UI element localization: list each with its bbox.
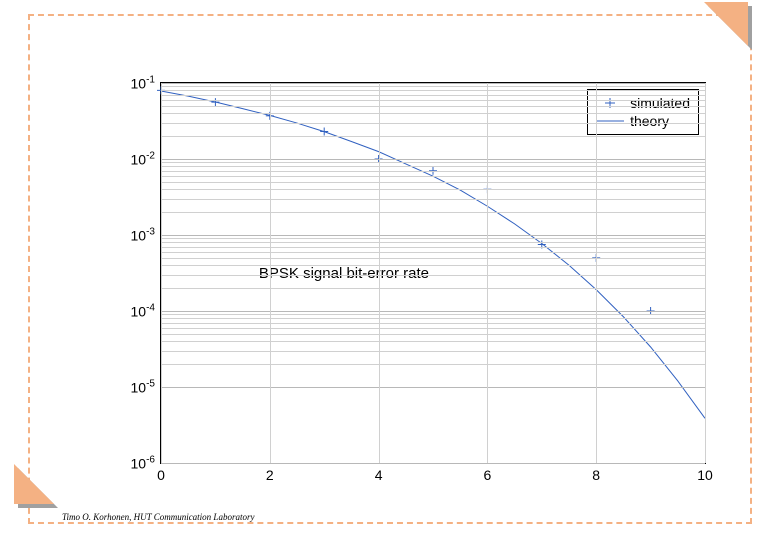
- gridline-h: [161, 86, 705, 87]
- gridline-h: [161, 83, 705, 84]
- xtick-label: 4: [375, 463, 383, 483]
- gridline-v: [161, 83, 162, 463]
- gridline-h: [161, 95, 705, 96]
- xtick-label: 6: [483, 463, 491, 483]
- gridline-h: [161, 351, 705, 352]
- gridline-h: [161, 159, 705, 160]
- gridline-h: [161, 242, 705, 243]
- theory-line: [161, 91, 705, 418]
- ytick-label: 10-3: [131, 227, 161, 244]
- gridline-h: [161, 341, 705, 342]
- gridline-h: [161, 247, 705, 248]
- gridline-v: [705, 83, 706, 463]
- corner-decoration-top-right: [700, 2, 756, 58]
- chart-svg: [161, 83, 705, 463]
- gridline-h: [161, 314, 705, 315]
- gridline-h: [161, 162, 705, 163]
- ytick-label: 10-4: [131, 303, 161, 320]
- gridline-h: [161, 238, 705, 239]
- ytick-label: 10-1: [131, 75, 161, 92]
- gridline-h: [161, 100, 705, 101]
- gridline-v: [596, 83, 597, 463]
- gridline-h: [161, 258, 705, 259]
- gridline-h: [161, 199, 705, 200]
- gridline-h: [161, 136, 705, 137]
- gridline-h: [161, 323, 705, 324]
- gridline-h: [161, 212, 705, 213]
- chart-plot-area: simulated theory BPSK signal bit-error r…: [160, 82, 706, 464]
- gridline-h: [161, 176, 705, 177]
- xtick-label: 8: [592, 463, 600, 483]
- gridline-v: [379, 83, 380, 463]
- gridline-h: [161, 265, 705, 266]
- gridline-h: [161, 182, 705, 183]
- corner-decoration-bottom-left: [14, 462, 64, 512]
- footer-credit: Timo O. Korhonen, HUT Communication Labo…: [62, 512, 254, 522]
- gridline-h: [161, 171, 705, 172]
- gridline-h: [161, 318, 705, 319]
- gridline-h: [161, 189, 705, 190]
- gridline-h: [161, 166, 705, 167]
- gridline-h: [161, 288, 705, 289]
- gridline-h: [161, 113, 705, 114]
- gridline-h: [161, 275, 705, 276]
- gridline-h: [161, 235, 705, 236]
- ytick-label: 10-2: [131, 151, 161, 168]
- gridline-h: [161, 364, 705, 365]
- gridline-h: [161, 328, 705, 329]
- gridline-h: [161, 387, 705, 388]
- simulated-point: [320, 128, 328, 136]
- xtick-label: 2: [266, 463, 274, 483]
- gridline-h: [161, 311, 705, 312]
- xtick-label: 10: [697, 463, 713, 483]
- gridline-v: [487, 83, 488, 463]
- gridline-h: [161, 334, 705, 335]
- gridline-h: [161, 106, 705, 107]
- xtick-label: 0: [157, 463, 165, 483]
- ytick-label: 10-5: [131, 379, 161, 396]
- gridline-h: [161, 90, 705, 91]
- gridline-v: [270, 83, 271, 463]
- gridline-h: [161, 252, 705, 253]
- gridline-h: [161, 463, 705, 464]
- gridline-h: [161, 123, 705, 124]
